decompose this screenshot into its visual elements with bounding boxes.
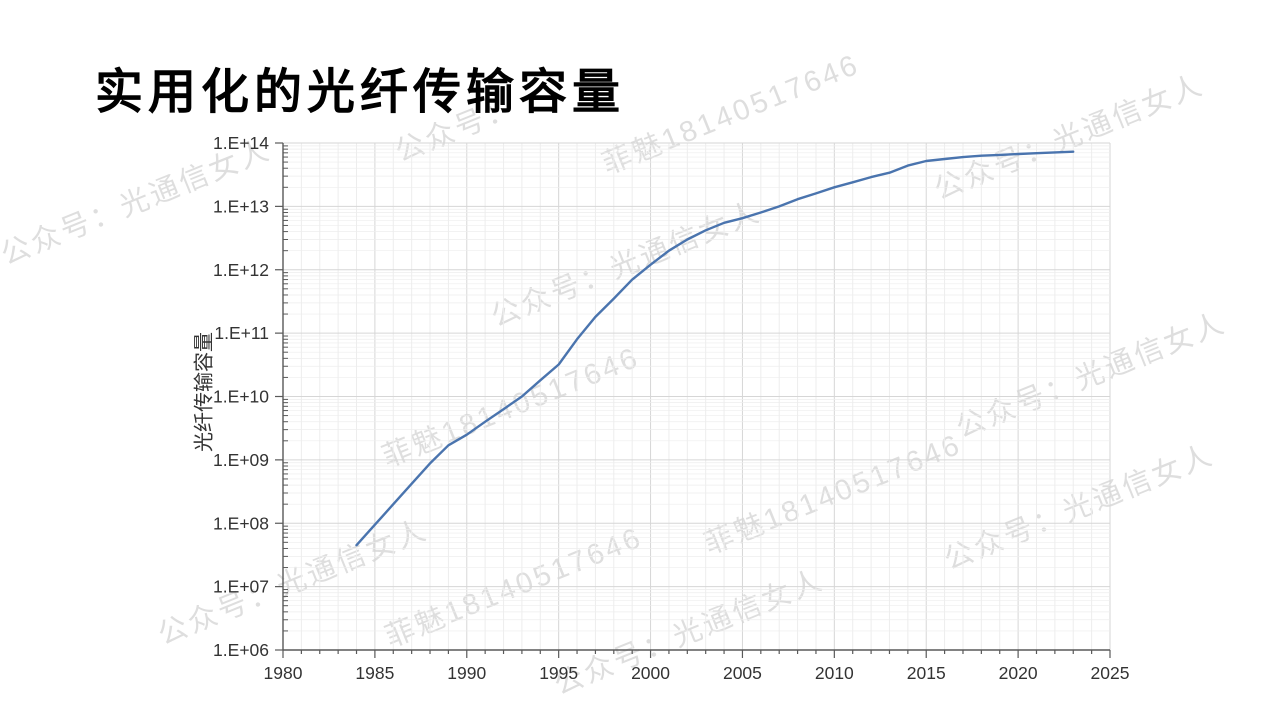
svg-text:2005: 2005 [723, 663, 762, 683]
svg-text:1.E+09: 1.E+09 [213, 450, 269, 470]
svg-text:1990: 1990 [447, 663, 486, 683]
y-axis-ticks-labels: 1.E+06 1.E+07 1.E+08 1.E+09 1.E+10 1.E+11 1.E+… [213, 133, 288, 660]
svg-text:1985: 1985 [355, 663, 394, 683]
x-axis-ticks-labels: 1980 1985 1990 1995 2000 2005 2010 2015 2020 2025 [264, 650, 1130, 683]
horizontal-gridlines [283, 142, 1110, 651]
svg-text:1.E+11: 1.E+11 [214, 323, 269, 343]
svg-text:1.E+14: 1.E+14 [213, 133, 269, 153]
svg-text:1.E+13: 1.E+13 [213, 196, 269, 216]
svg-text:1.E+10: 1.E+10 [213, 387, 269, 407]
page-title: 实用化的光纤传输容量 [95, 66, 626, 119]
svg-text:1.E+12: 1.E+12 [213, 260, 269, 280]
svg-text:2010: 2010 [815, 663, 854, 683]
capacity-series-line [355, 150, 1075, 547]
svg-text:1.E+07: 1.E+07 [213, 577, 269, 597]
svg-text:2015: 2015 [907, 663, 946, 683]
y-axis-title: 光纤传输容量 [193, 332, 216, 452]
svg-text:2000: 2000 [631, 663, 670, 683]
svg-text:2025: 2025 [1091, 663, 1130, 683]
svg-text:2020: 2020 [999, 663, 1038, 683]
svg-text:1980: 1980 [264, 663, 303, 683]
svg-text:1.E+08: 1.E+08 [213, 513, 269, 533]
svg-text:1.E+06: 1.E+06 [213, 640, 269, 660]
svg-text:1995: 1995 [539, 663, 578, 683]
